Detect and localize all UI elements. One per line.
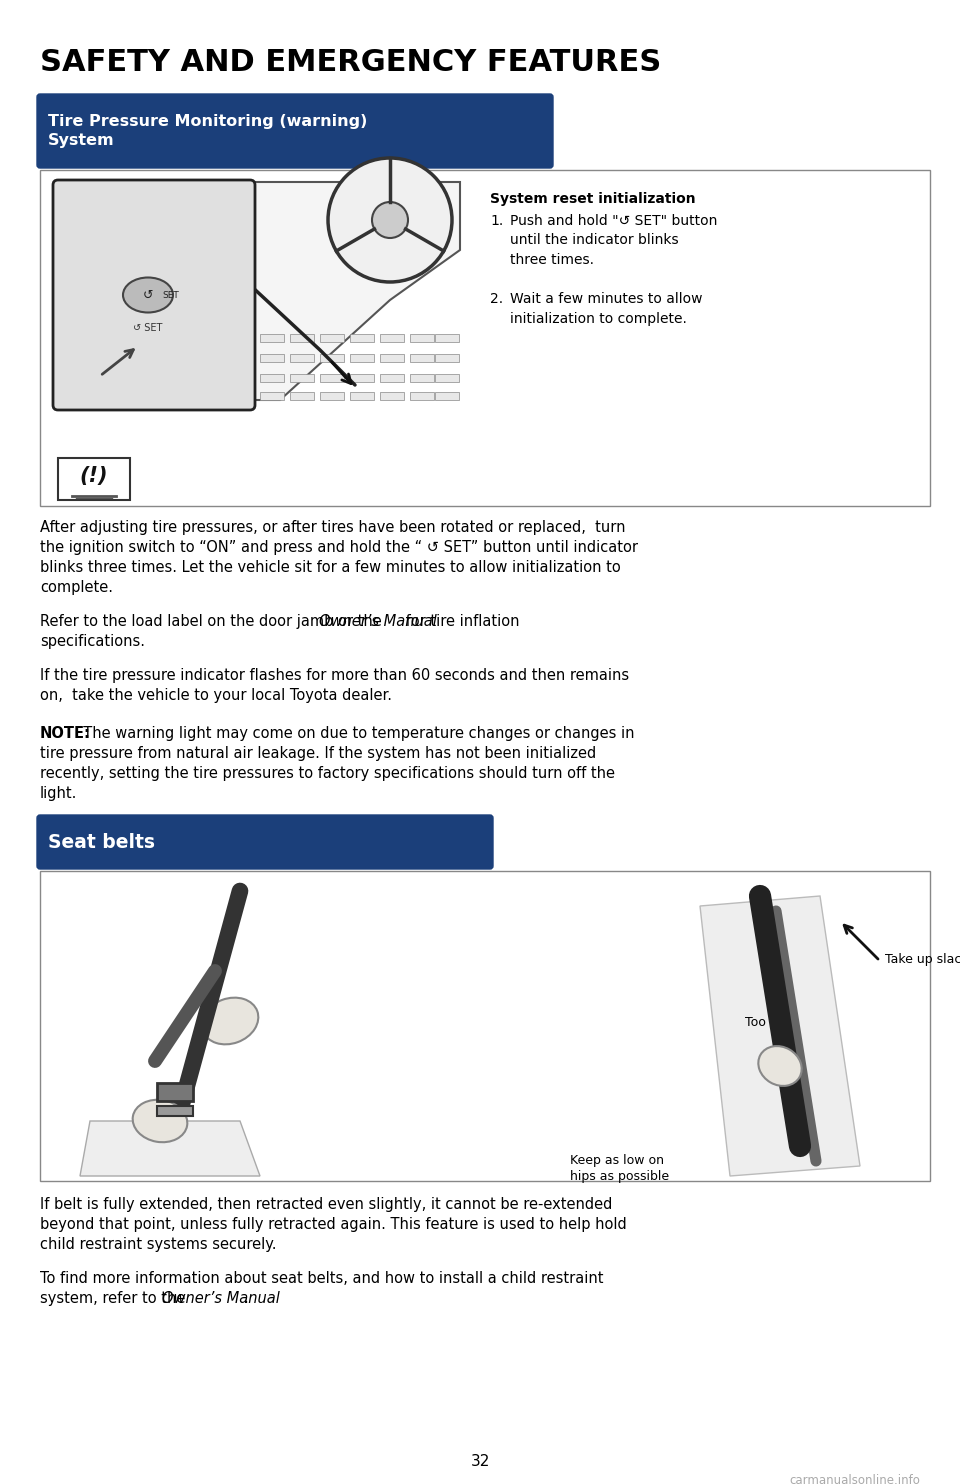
- Text: complete.: complete.: [40, 580, 113, 595]
- Text: Take up slack: Take up slack: [885, 953, 960, 966]
- Text: To find more information about seat belts, and how to install a child restraint: To find more information about seat belt…: [40, 1270, 604, 1287]
- Bar: [410, 392, 434, 401]
- Text: ↺ SET: ↺ SET: [133, 324, 162, 332]
- Text: 32: 32: [470, 1454, 490, 1469]
- Text: recently, setting the tire pressures to factory specifications should turn off t: recently, setting the tire pressures to …: [40, 766, 615, 781]
- Bar: [40, 171, 930, 506]
- Ellipse shape: [123, 278, 173, 313]
- Text: Too high: Too high: [745, 1017, 797, 1028]
- Text: specifications.: specifications.: [40, 634, 145, 649]
- Bar: [320, 334, 344, 341]
- Bar: [435, 334, 459, 341]
- Ellipse shape: [202, 997, 258, 1045]
- Text: light.: light.: [40, 787, 78, 801]
- Bar: [157, 1106, 193, 1116]
- Circle shape: [372, 202, 408, 237]
- Text: The warning light may come on due to temperature changes or changes in: The warning light may come on due to tem…: [74, 726, 635, 741]
- Text: (!): (!): [80, 466, 108, 485]
- Text: Refer to the load label on the door jamb or the: Refer to the load label on the door jamb…: [40, 614, 386, 629]
- Text: System reset initialization: System reset initialization: [490, 191, 696, 206]
- FancyBboxPatch shape: [53, 180, 255, 410]
- Polygon shape: [700, 896, 860, 1175]
- Text: Keep as low on
hips as possible: Keep as low on hips as possible: [570, 1155, 669, 1183]
- Ellipse shape: [132, 1100, 187, 1143]
- Bar: [290, 355, 314, 362]
- Bar: [380, 334, 404, 341]
- Text: tire pressure from natural air leakage. If the system has not been initialized: tire pressure from natural air leakage. …: [40, 746, 596, 761]
- Bar: [380, 355, 404, 362]
- Text: system, refer to the: system, refer to the: [40, 1291, 190, 1306]
- Text: ↺: ↺: [143, 288, 154, 301]
- Bar: [350, 374, 374, 381]
- Bar: [40, 871, 930, 1181]
- Text: SET: SET: [162, 291, 179, 300]
- Text: If belt is fully extended, then retracted even slightly, it cannot be re-extende: If belt is fully extended, then retracte…: [40, 1198, 612, 1212]
- Text: After adjusting tire pressures, or after tires have been rotated or replaced,  t: After adjusting tire pressures, or after…: [40, 519, 626, 536]
- Bar: [350, 355, 374, 362]
- Bar: [157, 1083, 193, 1101]
- Bar: [410, 355, 434, 362]
- FancyBboxPatch shape: [37, 93, 553, 168]
- Text: blinks three times. Let the vehicle sit for a few minutes to allow initializatio: blinks three times. Let the vehicle sit …: [40, 559, 621, 574]
- Bar: [320, 374, 344, 381]
- Bar: [435, 374, 459, 381]
- Text: SAFETY AND EMERGENCY FEATURES: SAFETY AND EMERGENCY FEATURES: [40, 47, 661, 77]
- Text: Owner’s Manual: Owner’s Manual: [320, 614, 437, 629]
- Text: NOTE:: NOTE:: [40, 726, 91, 741]
- Bar: [435, 355, 459, 362]
- Text: beyond that point, unless fully retracted again. This feature is used to help ho: beyond that point, unless fully retracte…: [40, 1217, 627, 1232]
- Bar: [320, 355, 344, 362]
- Text: Push and hold "↺ SET" button
until the indicator blinks
three times.: Push and hold "↺ SET" button until the i…: [510, 214, 717, 267]
- Bar: [380, 374, 404, 381]
- Bar: [260, 334, 284, 341]
- Bar: [350, 334, 374, 341]
- Text: If the tire pressure indicator flashes for more than 60 seconds and then remains: If the tire pressure indicator flashes f…: [40, 668, 629, 683]
- Bar: [410, 374, 434, 381]
- Bar: [380, 392, 404, 401]
- Text: 1.: 1.: [490, 214, 503, 229]
- Bar: [260, 355, 284, 362]
- Text: Seat belts: Seat belts: [48, 833, 155, 852]
- Bar: [350, 392, 374, 401]
- Text: for tire inflation: for tire inflation: [401, 614, 519, 629]
- Text: the ignition switch to “ON” and press and hold the “ ↺ SET” button until indicat: the ignition switch to “ON” and press an…: [40, 540, 638, 555]
- Text: child restraint systems securely.: child restraint systems securely.: [40, 1238, 276, 1252]
- Ellipse shape: [758, 1046, 802, 1086]
- Text: 2.: 2.: [490, 292, 503, 306]
- Circle shape: [328, 157, 452, 282]
- Bar: [320, 392, 344, 401]
- Bar: [290, 374, 314, 381]
- Polygon shape: [250, 183, 460, 401]
- Bar: [290, 392, 314, 401]
- Text: .: .: [244, 1291, 249, 1306]
- Polygon shape: [80, 1120, 260, 1175]
- Text: carmanualsonline.info: carmanualsonline.info: [789, 1474, 920, 1484]
- Bar: [410, 334, 434, 341]
- FancyBboxPatch shape: [37, 815, 493, 870]
- Bar: [435, 392, 459, 401]
- Text: Owner’s Manual: Owner’s Manual: [162, 1291, 280, 1306]
- Text: on,  take the vehicle to your local Toyota dealer.: on, take the vehicle to your local Toyot…: [40, 689, 392, 703]
- Text: Wait a few minutes to allow
initialization to complete.: Wait a few minutes to allow initializati…: [510, 292, 703, 325]
- Bar: [290, 334, 314, 341]
- Bar: [260, 374, 284, 381]
- Text: Tire Pressure Monitoring (warning)
System: Tire Pressure Monitoring (warning) Syste…: [48, 114, 368, 148]
- Bar: [58, 459, 130, 500]
- Bar: [260, 392, 284, 401]
